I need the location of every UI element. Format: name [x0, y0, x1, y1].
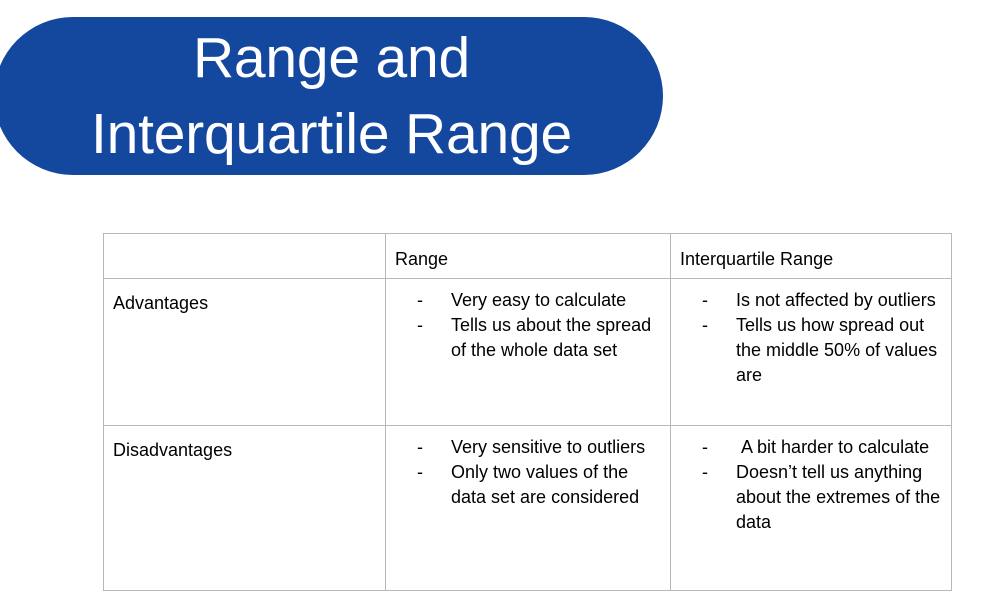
bullet-list-advantages-iqr: - Is not affected by outliers - Tells us… — [671, 288, 947, 388]
dash-marker-icon: - — [702, 462, 708, 482]
row-label-cell-disadvantages: Disadvantages — [103, 425, 386, 591]
dash-marker-icon: - — [417, 315, 423, 335]
header-range-text: Range — [395, 249, 449, 269]
row-label-advantages: Advantages — [113, 293, 209, 313]
bullet-list-disadvantages-range: - Very sensitive to outliers - Only two … — [386, 435, 666, 510]
comparison-table: Range Interquartile Range Advantages - V… — [103, 233, 952, 591]
list-item: - A bit harder to calculate — [671, 435, 947, 460]
header-blank-text — [104, 234, 385, 247]
row-label-cell-advantages: Advantages — [103, 278, 386, 426]
list-item-text: Tells us about the spread of the whole d… — [451, 315, 657, 360]
dash-marker-icon: - — [702, 315, 708, 335]
header-cell-range: Range — [385, 233, 671, 279]
dash-marker-icon: - — [702, 437, 708, 457]
cell-disadvantages-range: - Very sensitive to outliers - Only two … — [385, 425, 671, 591]
title-banner: Range and Interquartile Range — [0, 17, 663, 175]
list-item: - Very easy to calculate — [386, 288, 666, 313]
cell-advantages-interquartile-range: - Is not affected by outliers - Tells us… — [670, 278, 952, 426]
header-cell-blank — [103, 233, 386, 279]
header-cell-interquartile-range: Interquartile Range — [670, 233, 952, 279]
list-item-text: Tells us how spread out the middle 50% o… — [736, 315, 943, 385]
list-item-text: Very sensitive to outliers — [451, 437, 646, 457]
bullet-list-disadvantages-iqr: - A bit harder to calculate - Doesn’t te… — [671, 435, 947, 535]
list-item-text: Very easy to calculate — [451, 290, 627, 310]
list-item: - Doesn’t tell us anything about the ext… — [671, 460, 947, 535]
cell-advantages-range: - Very easy to calculate - Tells us abou… — [385, 278, 671, 426]
list-item: - Tells us about the spread of the whole… — [386, 313, 666, 363]
row-label-disadvantages: Disadvantages — [113, 440, 233, 460]
list-item: - Tells us how spread out the middle 50%… — [671, 313, 947, 388]
list-item: - Is not affected by outliers — [671, 288, 947, 313]
list-item-text: Is not affected by outliers — [736, 290, 936, 310]
list-item: - Very sensitive to outliers — [386, 435, 666, 460]
dash-marker-icon: - — [417, 437, 423, 457]
bullet-list-advantages-range: - Very easy to calculate - Tells us abou… — [386, 288, 666, 363]
header-iqr-text: Interquartile Range — [680, 249, 834, 269]
title-line-2: Interquartile Range — [90, 102, 572, 166]
list-item: - Only two values of the data set are co… — [386, 460, 666, 510]
table-row-advantages: Advantages - Very easy to calculate - Te… — [103, 278, 952, 426]
title-line-1: Range and — [192, 26, 471, 90]
table-header-row: Range Interquartile Range — [103, 233, 952, 279]
list-item-text: Only two values of the data set are cons… — [451, 462, 640, 507]
dash-marker-icon: - — [417, 462, 423, 482]
list-item-text: A bit harder to calculate — [736, 437, 930, 457]
dash-marker-icon: - — [417, 290, 423, 310]
dash-marker-icon: - — [702, 290, 708, 310]
table-row-disadvantages: Disadvantages - Very sensitive to outlie… — [103, 425, 952, 591]
cell-disadvantages-interquartile-range: - A bit harder to calculate - Doesn’t te… — [670, 425, 952, 591]
list-item-text: Doesn’t tell us anything about the extre… — [736, 462, 946, 532]
